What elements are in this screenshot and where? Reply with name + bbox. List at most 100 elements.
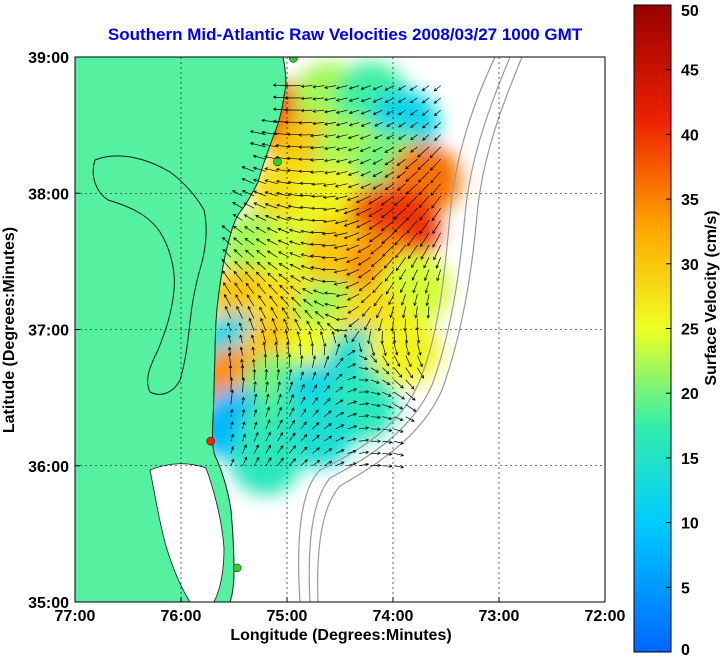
vector-head bbox=[373, 359, 377, 363]
vector-head bbox=[302, 288, 306, 292]
velocity-vector bbox=[348, 171, 360, 176]
vector-head bbox=[359, 148, 364, 152]
vector-head bbox=[360, 123, 365, 127]
velocity-vector bbox=[417, 158, 430, 170]
vector-head bbox=[418, 351, 422, 356]
velocity-vector bbox=[335, 374, 343, 381]
velocity-vector bbox=[253, 393, 257, 405]
vector-head bbox=[300, 84, 305, 88]
vector-head bbox=[400, 429, 404, 433]
velocity-vector bbox=[315, 311, 325, 319]
vector-head bbox=[325, 372, 329, 376]
vector-head bbox=[253, 202, 258, 206]
vector-head bbox=[432, 230, 436, 234]
y-tick-label: 38:00 bbox=[28, 186, 69, 203]
vector-head bbox=[359, 348, 363, 353]
velocity-vector bbox=[335, 357, 344, 368]
vector-head bbox=[328, 460, 333, 464]
y-axis: 35:00 36:00 37:00 38:00 39:00 bbox=[28, 50, 80, 612]
vector-head bbox=[284, 84, 288, 88]
vector-head bbox=[268, 457, 272, 461]
velocity-vector bbox=[405, 343, 410, 356]
vector-head bbox=[324, 302, 328, 307]
vector-head bbox=[365, 378, 369, 382]
vector-head bbox=[380, 227, 385, 232]
velocity-vector bbox=[418, 195, 430, 208]
vector-head bbox=[312, 85, 316, 89]
velocity-vector bbox=[264, 354, 267, 368]
velocity-vector bbox=[432, 220, 441, 234]
velocity-vector bbox=[410, 109, 418, 116]
velocity-vector bbox=[310, 146, 325, 149]
velocity-vector bbox=[242, 457, 248, 466]
vector-head bbox=[327, 410, 332, 414]
vector-head bbox=[352, 462, 357, 466]
vector-head bbox=[306, 320, 310, 325]
velocity-vector bbox=[239, 334, 243, 344]
vector-head bbox=[232, 225, 237, 229]
velocity-vector bbox=[335, 195, 348, 200]
colorbar-tick-label: 30 bbox=[681, 257, 699, 274]
vector-head bbox=[370, 251, 374, 255]
velocity-vector bbox=[430, 183, 441, 196]
velocity-vector bbox=[356, 207, 371, 216]
velocity-vector bbox=[382, 379, 391, 386]
vector-head bbox=[323, 342, 327, 347]
velocity-vector bbox=[277, 445, 284, 454]
velocity-vector bbox=[411, 257, 418, 268]
velocity-vector bbox=[280, 296, 290, 307]
vector-head bbox=[241, 408, 246, 413]
vector-head bbox=[324, 134, 328, 138]
vector-head bbox=[239, 346, 244, 351]
velocity-vector bbox=[278, 273, 290, 283]
velocity-vector bbox=[382, 416, 392, 420]
velocity-vector bbox=[376, 306, 383, 318]
velocity-vector bbox=[348, 158, 360, 164]
vector-head bbox=[347, 172, 352, 176]
velocity-vector bbox=[327, 323, 336, 332]
vector-head bbox=[286, 156, 291, 161]
vector-head bbox=[389, 314, 393, 319]
velocity-vector bbox=[288, 369, 292, 380]
vector-head bbox=[397, 99, 402, 103]
velocity-vector bbox=[261, 330, 267, 344]
velocity-vector bbox=[277, 369, 279, 380]
vector-head bbox=[298, 145, 302, 149]
velocity-vector bbox=[239, 322, 243, 331]
vector-head bbox=[359, 160, 364, 165]
vector-head bbox=[233, 270, 237, 275]
velocity-vector bbox=[405, 355, 412, 367]
vector-head bbox=[433, 256, 437, 261]
vector-head bbox=[417, 166, 422, 171]
velocity-vector bbox=[223, 282, 232, 295]
velocity-vector bbox=[324, 292, 336, 295]
speed-cell bbox=[367, 313, 440, 386]
velocity-vector bbox=[253, 179, 266, 185]
vector-head bbox=[347, 135, 352, 140]
velocity-vector bbox=[224, 294, 232, 307]
velocity-vector bbox=[323, 372, 329, 381]
velocity-vector bbox=[388, 293, 395, 305]
vector-head bbox=[310, 134, 314, 138]
vector-head bbox=[347, 297, 351, 301]
velocity-vector bbox=[250, 142, 266, 148]
velocity-vector bbox=[386, 134, 395, 140]
colorbar-tick-label: 20 bbox=[681, 386, 699, 403]
velocity-vector bbox=[242, 421, 245, 430]
velocity-vector bbox=[310, 255, 325, 258]
velocity-vector bbox=[410, 97, 418, 103]
vector-head bbox=[288, 228, 293, 233]
velocity-vector bbox=[281, 307, 290, 319]
velocity-vector bbox=[324, 146, 336, 150]
vector-head bbox=[335, 293, 340, 298]
vector-head bbox=[256, 456, 260, 461]
vector-head bbox=[409, 112, 414, 116]
velocity-vector bbox=[347, 363, 356, 368]
velocity-vector bbox=[425, 281, 430, 294]
vector-head bbox=[412, 289, 416, 294]
vector-head bbox=[429, 167, 434, 171]
vector-head bbox=[264, 179, 269, 183]
velocity-vector bbox=[370, 355, 377, 363]
velocity-vector bbox=[347, 388, 357, 393]
velocity-vector bbox=[373, 109, 383, 115]
